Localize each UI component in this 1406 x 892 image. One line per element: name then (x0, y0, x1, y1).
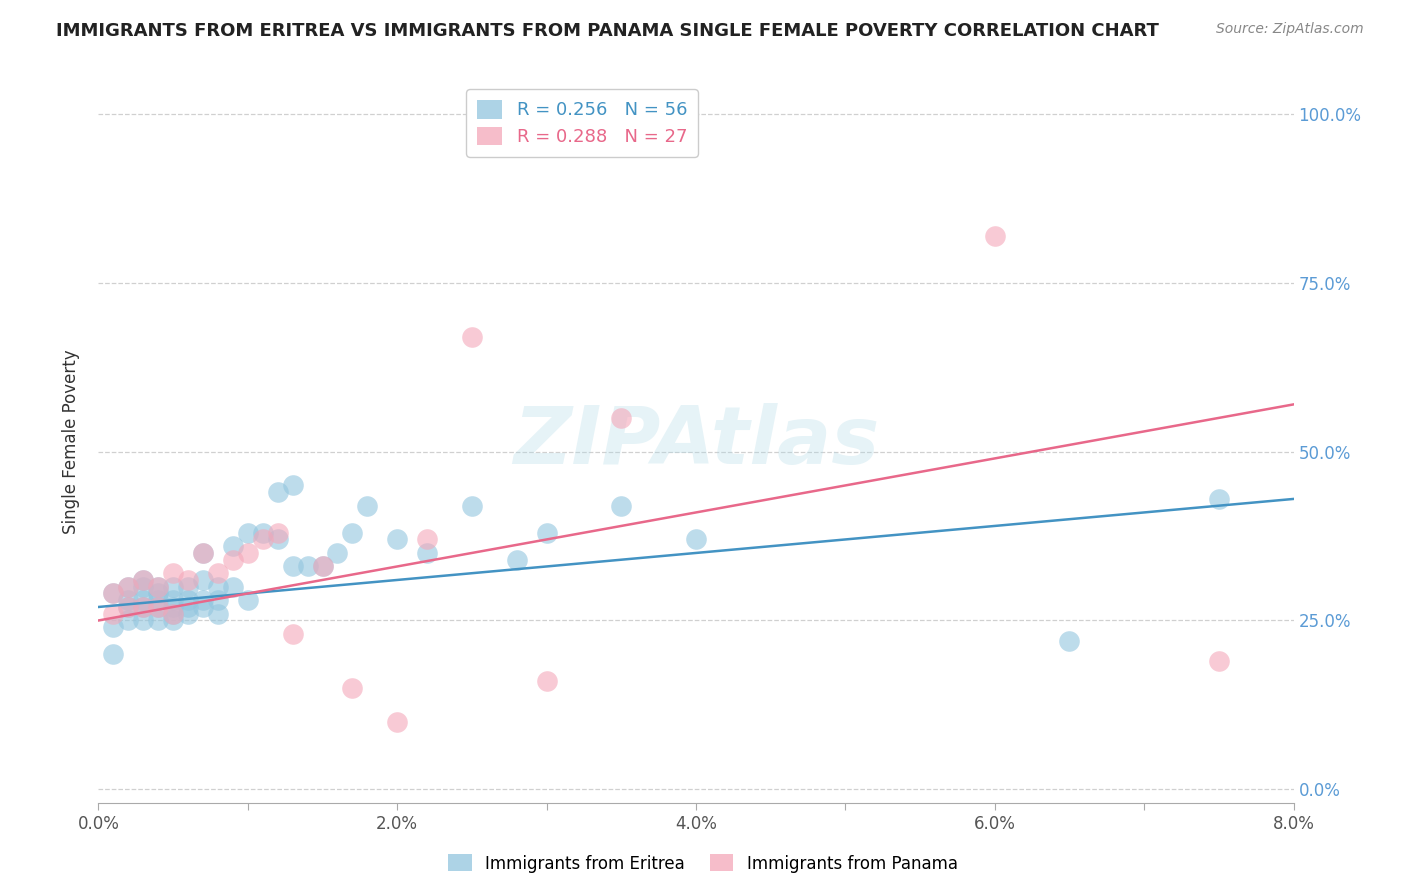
Point (281, 559, 304, 574)
Text: Source: ZipAtlas.com: Source: ZipAtlas.com (1216, 22, 1364, 37)
Point (191, 546, 214, 560)
Point (281, 627, 304, 641)
Point (162, 566, 184, 581)
Point (103, 586, 125, 600)
Point (132, 593, 155, 607)
Point (177, 580, 200, 594)
Legend: Immigrants from Eritrea, Immigrants from Panama: Immigrants from Eritrea, Immigrants from… (441, 847, 965, 880)
Point (326, 546, 349, 560)
Point (385, 533, 409, 547)
Point (117, 599, 139, 614)
Point (103, 586, 125, 600)
Point (297, 559, 319, 574)
Point (416, 533, 439, 547)
Point (191, 599, 214, 614)
Point (252, 525, 274, 540)
Point (610, 499, 633, 513)
Point (191, 546, 214, 560)
Point (177, 599, 200, 614)
Point (103, 620, 125, 634)
Point (311, 559, 333, 574)
Point (610, 411, 633, 425)
Point (252, 533, 274, 547)
Point (236, 546, 259, 560)
Point (117, 614, 139, 628)
Point (148, 599, 170, 614)
Point (177, 573, 200, 587)
Point (342, 525, 364, 540)
Point (132, 573, 155, 587)
Point (1208, 491, 1230, 506)
Point (117, 580, 139, 594)
Point (117, 580, 139, 594)
Point (385, 714, 409, 729)
Point (132, 573, 155, 587)
Point (162, 607, 184, 621)
Point (267, 533, 290, 547)
Point (342, 681, 364, 695)
Point (222, 580, 245, 594)
Point (117, 593, 139, 607)
Point (222, 539, 245, 553)
Point (103, 607, 125, 621)
Point (148, 580, 170, 594)
Point (148, 586, 170, 600)
Point (177, 607, 200, 621)
Point (536, 525, 558, 540)
Point (416, 546, 439, 560)
Point (132, 614, 155, 628)
Point (267, 525, 290, 540)
Point (506, 552, 529, 566)
Point (132, 599, 155, 614)
Point (311, 559, 333, 574)
Point (207, 593, 229, 607)
Point (207, 607, 229, 621)
Point (984, 228, 1007, 243)
Text: ZIPAtlas: ZIPAtlas (513, 402, 879, 481)
Point (148, 599, 170, 614)
Y-axis label: Single Female Poverty: Single Female Poverty (62, 350, 80, 533)
Point (162, 614, 184, 628)
Point (117, 599, 139, 614)
Point (132, 580, 155, 594)
Point (148, 614, 170, 628)
Point (162, 580, 184, 594)
Point (1208, 654, 1230, 668)
Point (148, 593, 170, 607)
Text: IMMIGRANTS FROM ERITREA VS IMMIGRANTS FROM PANAMA SINGLE FEMALE POVERTY CORRELAT: IMMIGRANTS FROM ERITREA VS IMMIGRANTS FR… (56, 22, 1159, 40)
Point (461, 330, 484, 344)
Point (222, 552, 245, 566)
Point (236, 593, 259, 607)
Point (162, 593, 184, 607)
Point (207, 580, 229, 594)
Point (162, 607, 184, 621)
Point (103, 647, 125, 661)
Point (281, 478, 304, 492)
Point (148, 580, 170, 594)
Point (191, 593, 214, 607)
Point (356, 499, 378, 513)
Point (461, 499, 484, 513)
Legend: R = 0.256   N = 56, R = 0.288   N = 27: R = 0.256 N = 56, R = 0.288 N = 27 (465, 89, 697, 157)
Point (132, 599, 155, 614)
Point (267, 485, 290, 500)
Point (207, 566, 229, 581)
Point (177, 593, 200, 607)
Point (162, 599, 184, 614)
Point (1059, 633, 1081, 648)
Point (191, 573, 214, 587)
Point (536, 674, 558, 689)
Point (685, 533, 707, 547)
Point (236, 525, 259, 540)
